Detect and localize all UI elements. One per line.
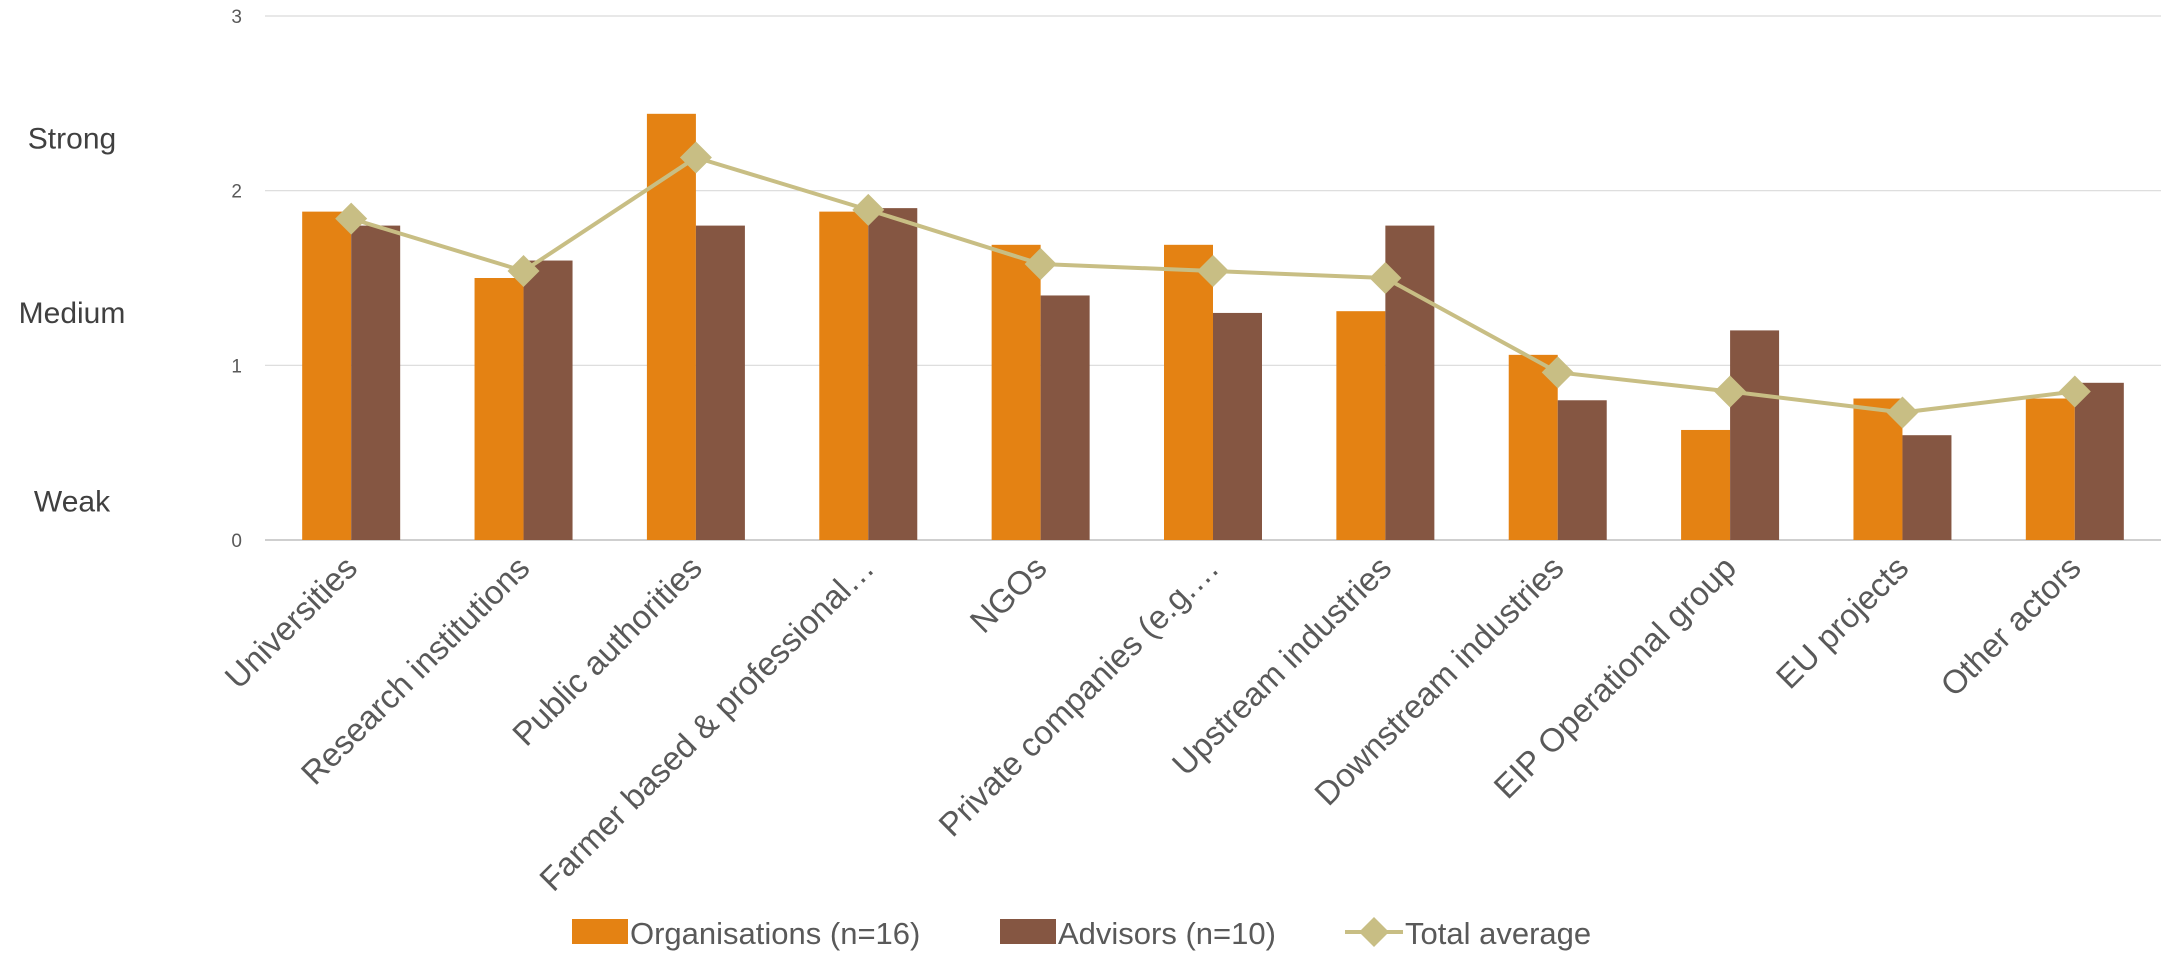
average-point — [1886, 396, 1919, 429]
y-tick-label: 1 — [231, 356, 242, 377]
average-point — [1024, 248, 1057, 281]
strength-label: Weak — [34, 486, 111, 519]
bar-organisations — [1853, 398, 1903, 540]
x-tick-label: NGOs — [963, 549, 1054, 640]
x-tick-label: EU projects — [1769, 549, 1916, 696]
bar-advisors — [2074, 382, 2124, 540]
average-point — [1714, 375, 1747, 408]
bar-advisors — [1730, 330, 1780, 540]
x-tick-label: Universities — [217, 549, 364, 696]
bar-organisations — [302, 211, 352, 541]
bar-organisations — [1681, 429, 1731, 540]
average-point — [852, 193, 885, 226]
bar-organisations — [474, 278, 524, 540]
average-point — [1369, 262, 1402, 294]
average-point — [679, 141, 712, 174]
average-point — [1197, 255, 1229, 288]
legend-marker-average — [1359, 917, 1389, 947]
average-point — [1541, 356, 1574, 389]
legend-swatch-advisors — [1000, 919, 1056, 944]
y-tick-label: 3 — [231, 7, 242, 28]
bar-advisors — [868, 208, 918, 540]
bar-advisors — [1557, 400, 1607, 540]
bar-advisors — [351, 225, 401, 540]
bar-organisations — [819, 211, 869, 541]
legend-swatch-organisations — [572, 919, 628, 944]
legend-label-average: Total average — [1405, 916, 1591, 951]
bar-advisors — [523, 260, 573, 540]
bar-advisors — [695, 225, 745, 540]
bar-advisors — [1213, 312, 1262, 540]
y-tick-label: 2 — [231, 182, 242, 203]
average-point — [507, 255, 540, 288]
strength-label: Medium — [19, 297, 126, 330]
bar-organisations — [1164, 244, 1213, 540]
bar-organisations — [646, 113, 696, 541]
bar-organisations — [991, 244, 1041, 540]
legend-label-organisations: Organisations (n=16) — [630, 916, 920, 951]
bar-organisations — [1508, 354, 1558, 540]
legend-label-advisors: Advisors (n=10) — [1058, 916, 1276, 951]
average-point — [335, 202, 368, 235]
x-tick-label: Public authorities — [505, 549, 709, 753]
bar-organisations — [1336, 311, 1386, 540]
x-tick-label: Private companies (e.g.… — [931, 549, 1226, 844]
y-tick-label: 0 — [231, 531, 242, 552]
x-tick-label: Farmer based & professional… — [532, 549, 881, 898]
bar-advisors — [1902, 435, 1952, 540]
bar-advisors — [1040, 295, 1090, 540]
average-point — [2058, 375, 2091, 408]
x-tick-label: Other actors — [1933, 549, 2088, 704]
strength-label: Strong — [28, 122, 116, 155]
bar-organisations — [2025, 398, 2075, 540]
